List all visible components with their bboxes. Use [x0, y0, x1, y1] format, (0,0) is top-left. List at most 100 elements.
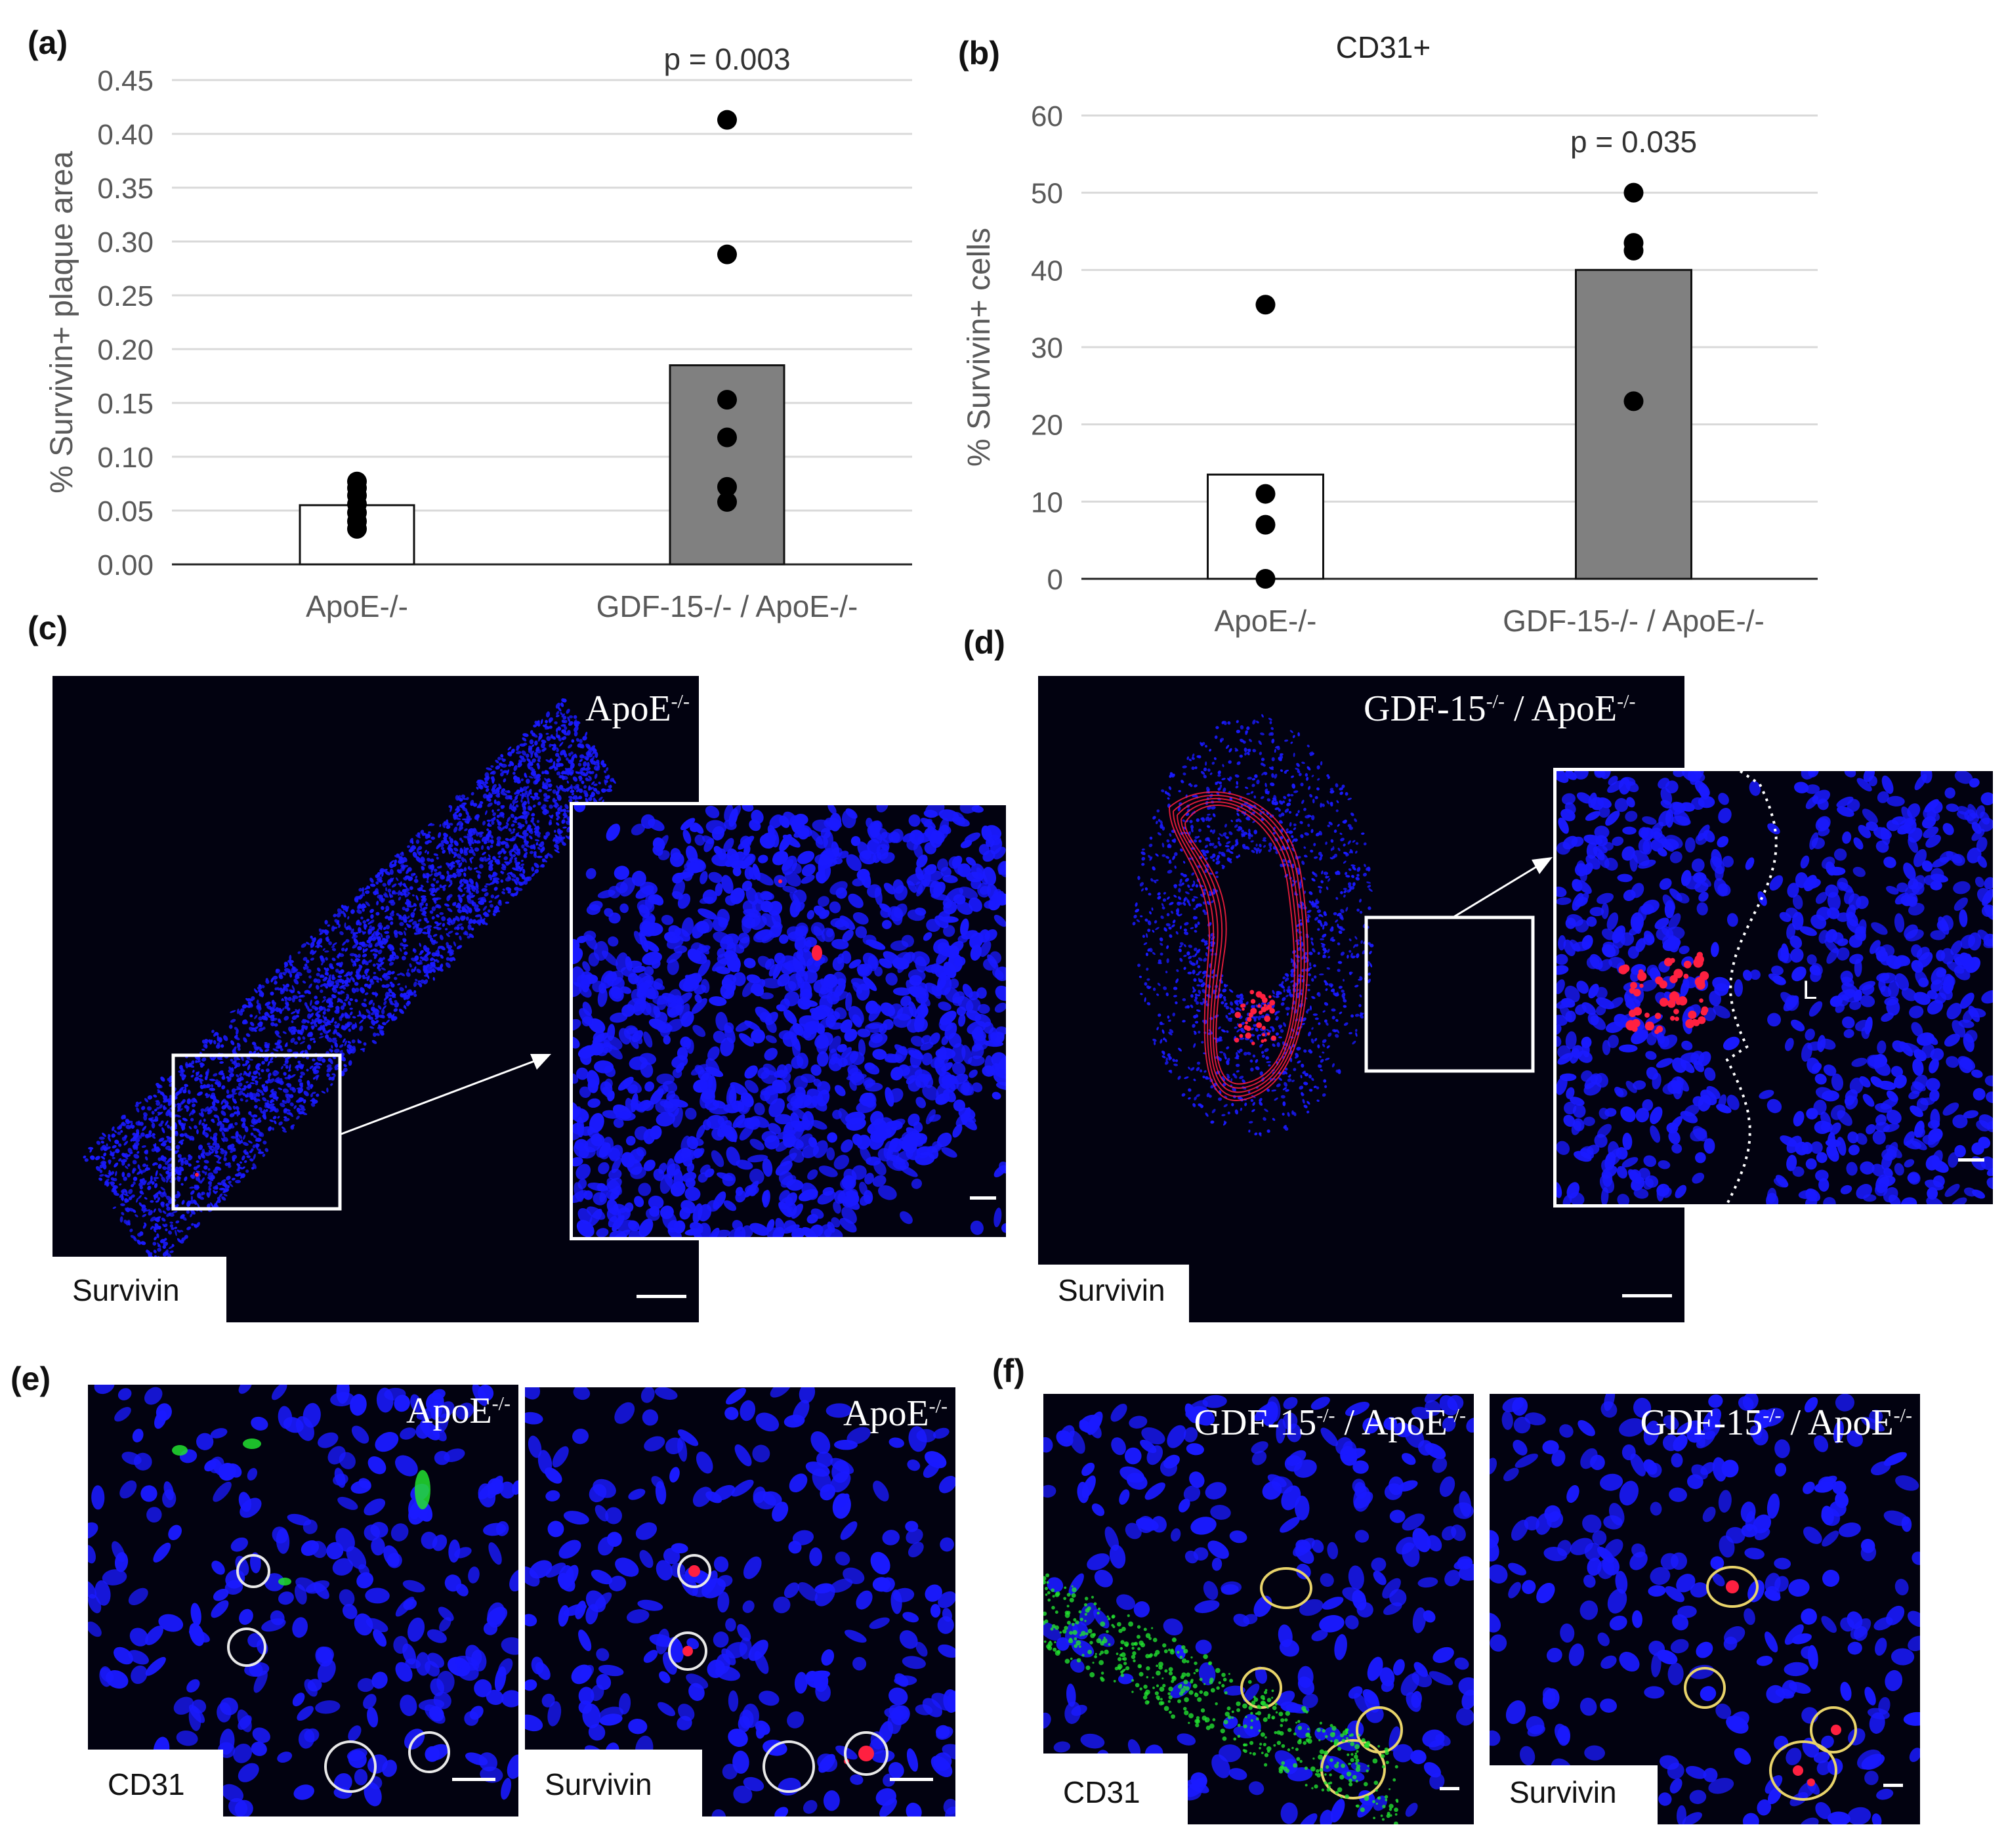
survivin-signal: [1261, 1006, 1267, 1013]
cd31-signal: [1169, 1650, 1175, 1655]
survivin-signal: [1644, 1021, 1654, 1031]
data-point: [717, 244, 737, 264]
cd31-signal: [1305, 1738, 1310, 1742]
cd31-signal: [1081, 1654, 1085, 1657]
cd31-signal: [1209, 1723, 1215, 1729]
elastic-lamina: [1169, 791, 1308, 1101]
cd31-signal: [1377, 1745, 1381, 1748]
cd31-signal: [1318, 1754, 1324, 1760]
cd31-signal: [1354, 1754, 1358, 1759]
scale-bar: [1883, 1784, 1903, 1787]
data-point: [1623, 233, 1644, 253]
survivin-signal: [1807, 1778, 1815, 1786]
cd31-signal: [1262, 1697, 1265, 1701]
cd31-signal: [1089, 1672, 1095, 1678]
cd31-signal: [1100, 1621, 1106, 1627]
cd31-signal: [1083, 1603, 1088, 1607]
survivin-signal: [195, 1173, 199, 1177]
cd31-signal: [1276, 1740, 1282, 1746]
survivin-signal: [1675, 1017, 1679, 1021]
cd31-signal: [1104, 1649, 1109, 1654]
cd31-signal: [1348, 1782, 1353, 1787]
cd31-signal: [1085, 1632, 1089, 1635]
cd31-signal: [1386, 1814, 1390, 1818]
survivin-signal: [1263, 1038, 1267, 1042]
cd31-signal: [1158, 1662, 1163, 1667]
cd31-signal: [1131, 1690, 1134, 1693]
cd31-signal: [278, 1578, 291, 1586]
bar: [1575, 268, 1692, 580]
cd31-signal: [1299, 1759, 1303, 1763]
cd31-signal: [1073, 1618, 1077, 1622]
cd31-signal: [1323, 1750, 1328, 1755]
cd31-signal: [1194, 1661, 1198, 1666]
genotype-label: GDF-15-/- / ApoE-/-: [1640, 1402, 1912, 1443]
cd31-signal: [1120, 1647, 1123, 1650]
cd31-signal: [1382, 1805, 1386, 1809]
cd31-signal: [1327, 1782, 1331, 1785]
cd31-signal: [1139, 1687, 1142, 1690]
cd31-signal: [1196, 1716, 1200, 1720]
survivin-signal: [1667, 999, 1676, 1008]
cd31-signal: [1284, 1718, 1288, 1722]
cd31-signal: [1251, 1700, 1256, 1705]
cell-circle-marker: [236, 1554, 270, 1588]
survivin-signal: [1242, 1003, 1246, 1007]
data-point: [717, 427, 737, 448]
cd31-signal: [1163, 1706, 1169, 1712]
cd31-signal: [1220, 1729, 1225, 1734]
cd31-signal: [1297, 1719, 1301, 1723]
cd31-signal: [1375, 1789, 1378, 1792]
cd31-signal: [1312, 1757, 1315, 1760]
cd31-signal: [1204, 1717, 1210, 1723]
cd31-signal: [1071, 1593, 1076, 1598]
cd31-signal: [1142, 1695, 1148, 1700]
cd31-signal: [1181, 1645, 1186, 1650]
survivin-signal: [1631, 1018, 1640, 1028]
cell-circle-marker: [1356, 1706, 1403, 1754]
cd31-signal: [1068, 1638, 1074, 1644]
survivin-signal: [1256, 1022, 1263, 1028]
cd31-signal: [1116, 1652, 1119, 1655]
cd31-signal: [1377, 1796, 1381, 1800]
cd31-signal: [1250, 1719, 1253, 1722]
cd31-signal: [1055, 1650, 1060, 1656]
y-tick-label: 0.30: [97, 226, 154, 259]
cd31-signal: [1140, 1643, 1146, 1648]
survivin-signal: [1266, 1004, 1272, 1010]
survivin-signal: [1249, 990, 1255, 995]
data-point: [1255, 484, 1276, 504]
cd31-signal: [1179, 1656, 1183, 1659]
cd31-signal: [1160, 1701, 1165, 1706]
cd31-signal: [1252, 1752, 1257, 1756]
cd31-signal: [1053, 1647, 1057, 1652]
cd31-signal: [1131, 1654, 1136, 1660]
cd31-signal: [1168, 1671, 1173, 1676]
cd31-signal: [1106, 1615, 1109, 1618]
survivin-signal: [1245, 1021, 1248, 1025]
cd31-signal: [1087, 1606, 1091, 1610]
cd31-signal: [1171, 1675, 1176, 1679]
cd31-signal: [1197, 1697, 1202, 1702]
cd31-signal: [1253, 1697, 1259, 1702]
y-axis-label: % Survivin+ cells: [962, 228, 997, 467]
cd31-signal: [1257, 1711, 1261, 1715]
cell-circle-marker: [677, 1554, 711, 1588]
cd31-signal: [1180, 1675, 1184, 1679]
cd31-signal: [1335, 1791, 1339, 1795]
cd31-signal: [1079, 1645, 1081, 1648]
survivin-signal: [1673, 1009, 1679, 1015]
cd31-signal: [1118, 1628, 1123, 1633]
cd31-signal: [1307, 1728, 1310, 1731]
cd31-signal: [1199, 1677, 1203, 1681]
p-value-annotation: p = 0.035: [1570, 125, 1697, 159]
survivin-signal: [1669, 1015, 1675, 1021]
genotype-label: GDF-15-/- / ApoE-/-: [1194, 1402, 1466, 1443]
cd31-signal: [1100, 1671, 1104, 1675]
survivin-signal: [1243, 1024, 1249, 1030]
cd31-signal: [1210, 1688, 1215, 1693]
cd31-signal: [1287, 1748, 1291, 1752]
cd31-signal: [1372, 1758, 1378, 1764]
cd31-signal: [1310, 1766, 1316, 1772]
